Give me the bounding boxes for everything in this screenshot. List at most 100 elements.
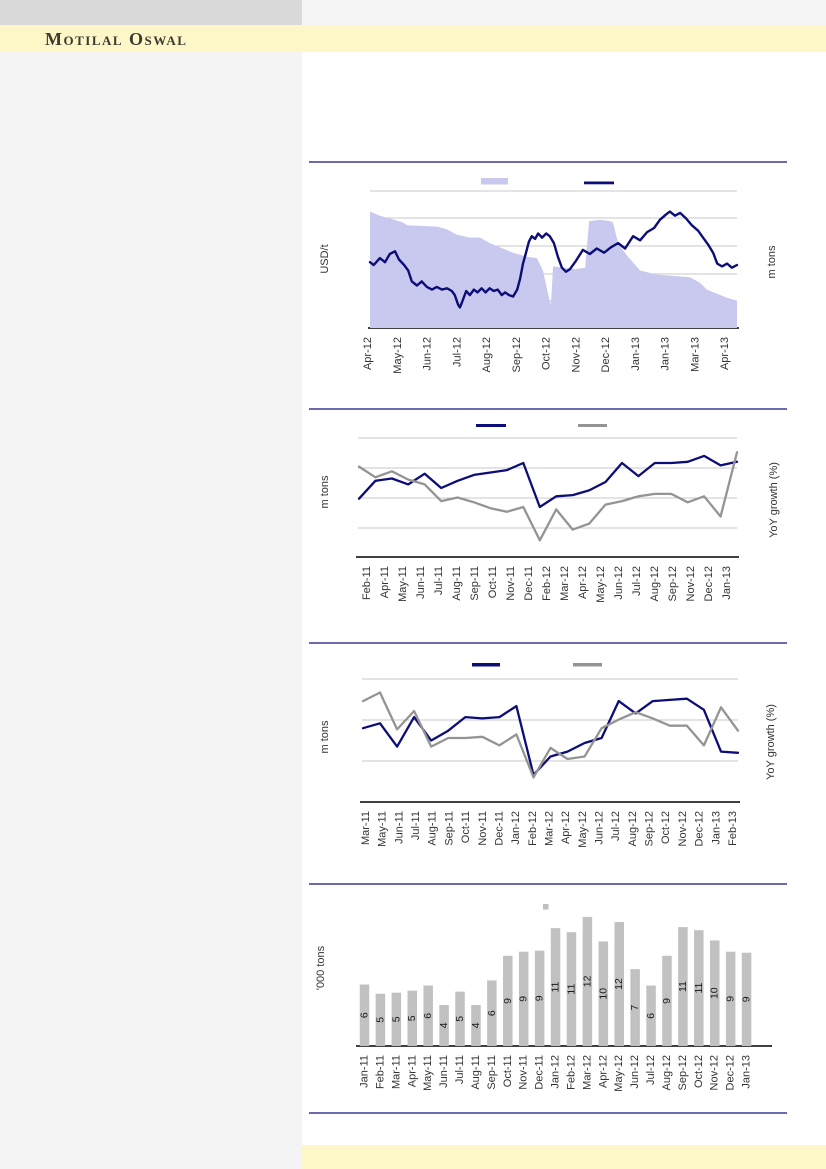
chart-monthly-volumes-x-tick: Sep-11: [486, 1055, 498, 1090]
bar-Dec-12: [725, 951, 736, 1046]
chart-demand-yoy-x-tick: Apr-11: [379, 566, 391, 598]
chart-monthly-volumes-x-tick: Jul-12: [645, 1055, 657, 1085]
chart-monthly-volumes-x-tick: Dec-11: [534, 1055, 546, 1090]
chart-production-yoy-x-tick: Apr-12: [560, 811, 572, 844]
bar-value-label: 6: [422, 1013, 434, 1019]
chart-price-vs-inventory-x-tick: Sep-12: [511, 337, 523, 372]
bar-value-label: 6: [486, 1010, 498, 1016]
chart-monthly-volumes-x-tick: Jan-12: [550, 1055, 562, 1089]
chart-production-yoy-x-tick: May-11: [377, 811, 389, 847]
chart-demand-yoy-x-tick: Nov-12: [685, 566, 697, 601]
chart-monthly-volumes-x-tick: Feb-11: [374, 1055, 386, 1089]
bar-value-label: 5: [406, 1015, 418, 1021]
bar-value-label: 9: [518, 996, 530, 1002]
brand-logo-text: Motilal Oswal: [45, 29, 188, 49]
chart-production-yoy-x-tick: Jan-13: [710, 811, 722, 845]
chart-production-yoy-x-tick: Jun-11: [393, 811, 405, 844]
bar-Apr-12: [598, 941, 609, 1046]
bar-value-label: 10: [597, 988, 609, 1000]
bar-value-label: 9: [741, 996, 753, 1002]
bar-Apr-11: [407, 990, 418, 1046]
chart-monthly-volumes-x-tick: Nov-11: [518, 1055, 530, 1090]
chart-production-yoy-x-tick: Oct-12: [660, 811, 672, 844]
chart-production-yoy-x-tick: May-12: [577, 811, 589, 848]
chart-production-yoy-x-tick: Nov-12: [677, 811, 689, 846]
bar-value-label: 11: [677, 981, 689, 992]
bar-May-12: [614, 921, 624, 1046]
bar-value-label: 4: [470, 1022, 482, 1028]
chart-production-yoy-x-tick: Aug-11: [427, 811, 439, 846]
chart-demand-yoy-x-tick: Nov-11: [505, 566, 517, 601]
bar-value-label: 9: [534, 995, 546, 1001]
chart-demand-yoy-x-tick: Dec-12: [703, 566, 715, 601]
chart-price-vs-inventory-x-tick: Mar-13: [689, 337, 701, 372]
bar-value-label: 5: [374, 1017, 386, 1023]
bar-Nov-12: [709, 940, 720, 1046]
bar-Sep-12: [678, 927, 688, 1046]
chart-monthly-volumes-x-tick: Jun-11: [438, 1055, 450, 1088]
chart-price-vs-inventory-x-tick: Dec-12: [600, 337, 612, 372]
bar-value-label: 11: [550, 981, 562, 992]
chart-production-yoy-navy-series: [361, 697, 740, 777]
chart-production-yoy-x-tick: Mar-11: [360, 811, 372, 845]
bar-value-label: 6: [645, 1013, 657, 1019]
chart-price-vs-inventory-x-tick: May-12: [392, 337, 404, 374]
chart-monthly-volumes-x-tick: Sep-12: [677, 1055, 689, 1090]
chart-production-yoy-x-tick: Jan-12: [510, 811, 522, 845]
bar-Mar-11: [391, 992, 402, 1046]
chart-price-vs-inventory-inventory-area: [370, 211, 737, 328]
chart-monthly-volumes-x-tick: Dec-12: [725, 1055, 737, 1090]
chart-monthly-volumes-x-tick: Oct-11: [502, 1055, 514, 1087]
chart-demand-yoy-legend-swatch-1: [578, 424, 607, 427]
bar-Oct-11: [503, 955, 513, 1046]
chart-price-vs-inventory-legend-swatch-1: [584, 181, 614, 185]
bar-value-label: 11: [565, 984, 577, 995]
bar-Jun-12: [630, 969, 640, 1046]
chart-monthly-volumes-legend-swatch-0: [543, 904, 549, 910]
chart-production-yoy-x-tick: Mar-12: [543, 811, 555, 846]
chart-monthly-volumes-x-tick: Jan-11: [359, 1055, 371, 1088]
chart-demand-yoy-x-tick: Aug-11: [451, 566, 463, 601]
chart-production-yoy-x-tick: Dec-12: [694, 811, 706, 846]
bar-Aug-11: [471, 1005, 481, 1046]
bar-value-label: 12: [613, 978, 625, 990]
chart-monthly-volumes-x-tick: Jun-12: [629, 1055, 641, 1089]
bar-value-label: 6: [359, 1012, 371, 1018]
chart-demand-yoy-legend-swatch-0: [476, 424, 506, 427]
chart-monthly-volumes-x-tick: Apr-12: [597, 1055, 609, 1088]
top-bar-left-segment: [0, 0, 302, 25]
chart-price-vs-inventory-price-line: [368, 210, 739, 309]
chart-monthly-volumes-x-tick: Apr-11: [406, 1055, 418, 1087]
bar-Mar-12: [582, 916, 593, 1046]
bar-Oct-12: [694, 930, 704, 1046]
chart-monthly-volumes-x-tick: Oct-12: [693, 1055, 705, 1088]
chart-demand-yoy-x-tick: Jul-12: [631, 566, 643, 596]
chart-production-yoy-x-tick: Feb-12: [527, 811, 539, 846]
chart-demand-yoy-x-tick: Feb-12: [541, 566, 553, 601]
bar-value-label: 11: [693, 982, 705, 993]
chart-monthly-volumes-x-tick: Feb-12: [565, 1055, 577, 1090]
bar-Aug-12: [662, 955, 672, 1046]
chart-production-yoy-gray-series: [361, 691, 740, 779]
bar-value-label: 9: [725, 996, 737, 1002]
bar-Jan-12: [550, 928, 561, 1046]
bar-Nov-11: [518, 951, 529, 1046]
footer-band: [302, 1145, 826, 1169]
bar-value-label: 9: [502, 998, 514, 1004]
chart-monthly-volumes-x-tick: Jul-11: [454, 1055, 466, 1084]
chart-price-vs-inventory-x-tick: Jun-12: [422, 337, 434, 371]
bar-Dec-11: [534, 950, 545, 1046]
chart-price-vs-inventory-x-tick: Jan-13: [660, 337, 672, 371]
bar-Jan-11: [359, 984, 370, 1046]
chart-price-vs-inventory-x-tick: Apr-12: [362, 337, 374, 370]
top-bar-right-segment: [302, 0, 826, 25]
chart-production-yoy-legend-swatch-1: [573, 663, 602, 667]
bar-value-label: 4: [438, 1022, 450, 1028]
bar-value-label: 5: [390, 1016, 402, 1022]
chart-monthly-volumes-x-tick: Jan-13: [741, 1055, 753, 1089]
chart-demand-yoy-x-tick: Sep-11: [469, 566, 481, 601]
chart-production-yoy-x-tick: Feb-13: [727, 811, 739, 846]
chart-demand-yoy-x-tick: May-11: [397, 566, 409, 602]
